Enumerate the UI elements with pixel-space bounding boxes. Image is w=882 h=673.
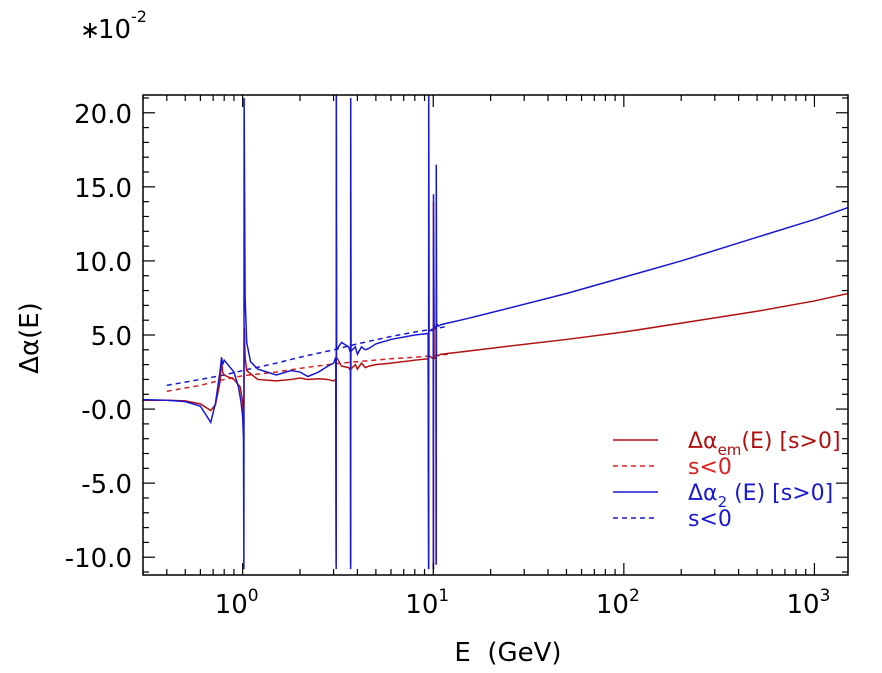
legend-label: Δαem(E) [s>0] [688,429,841,459]
series-layer [143,95,848,570]
legend-label: s<0 [688,507,732,532]
y-tick-label: 10.0 [74,248,132,278]
legend-label: s<0 [688,455,732,480]
x-tick-label: 101 [405,586,449,620]
x-tick-label: 102 [596,586,640,620]
y-tick-label: -10.0 [65,544,132,574]
y-tick-label: 20.0 [74,100,132,130]
y-axis-label: Δα(E) [15,302,45,374]
tick-layer: 100 101 102 103 20.0 15.0 10.0 5.0 -0.0 -5.0 -10.0 [65,95,848,620]
legend-label: Δα2 (E) [s>0] [688,481,833,511]
y-tick-label: 15.0 [74,174,132,204]
multiplier-base: 10 [98,15,131,45]
series-line-em_spacelike [166,353,449,393]
multiplier-exponent: -2 [131,7,147,26]
svg-text:∗: ∗ [80,16,100,44]
y-tick-label: -0.0 [81,396,132,426]
y-tick-label: -5.0 [81,470,132,500]
scale-multiplier: ∗ 10 -2 [80,7,147,45]
x-axis-label: E (GeV) [454,638,561,668]
x-tick-label: 100 [215,586,259,620]
series-line-two_timelike [143,95,848,570]
y-tick-label: 5.0 [91,322,132,352]
x-tick-label: 103 [786,586,830,620]
